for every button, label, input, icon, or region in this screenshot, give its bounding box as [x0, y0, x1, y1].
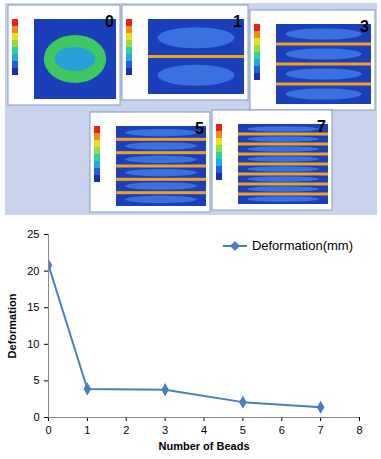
- svg-text:Deformation: Deformation: [6, 293, 18, 358]
- svg-text:8: 8: [356, 424, 362, 436]
- svg-text:25: 25: [27, 228, 39, 240]
- svg-text:10: 10: [27, 338, 39, 350]
- svg-text:20: 20: [27, 265, 39, 277]
- svg-text:6: 6: [279, 424, 285, 436]
- svg-text:15: 15: [27, 301, 39, 313]
- svg-text:Number of Beads: Number of Beads: [158, 440, 249, 452]
- html-text:Deformation(mm): Deformation(mm): [251, 238, 353, 253]
- svg-text:5: 5: [240, 424, 246, 436]
- svg-text:5: 5: [195, 120, 204, 137]
- svg-text:4: 4: [201, 424, 207, 436]
- svg-text:7: 7: [317, 118, 326, 135]
- svg-text:0: 0: [33, 411, 39, 423]
- svg-text:1: 1: [84, 424, 90, 436]
- svg-text:1: 1: [233, 13, 242, 30]
- svg-text:0: 0: [45, 424, 51, 436]
- svg-text:3: 3: [360, 18, 369, 35]
- svg-text:7: 7: [318, 424, 324, 436]
- svg-text:2: 2: [123, 424, 129, 436]
- svg-text:0: 0: [105, 13, 114, 30]
- svg-text:5: 5: [33, 374, 39, 386]
- svg-text:3: 3: [162, 424, 168, 436]
